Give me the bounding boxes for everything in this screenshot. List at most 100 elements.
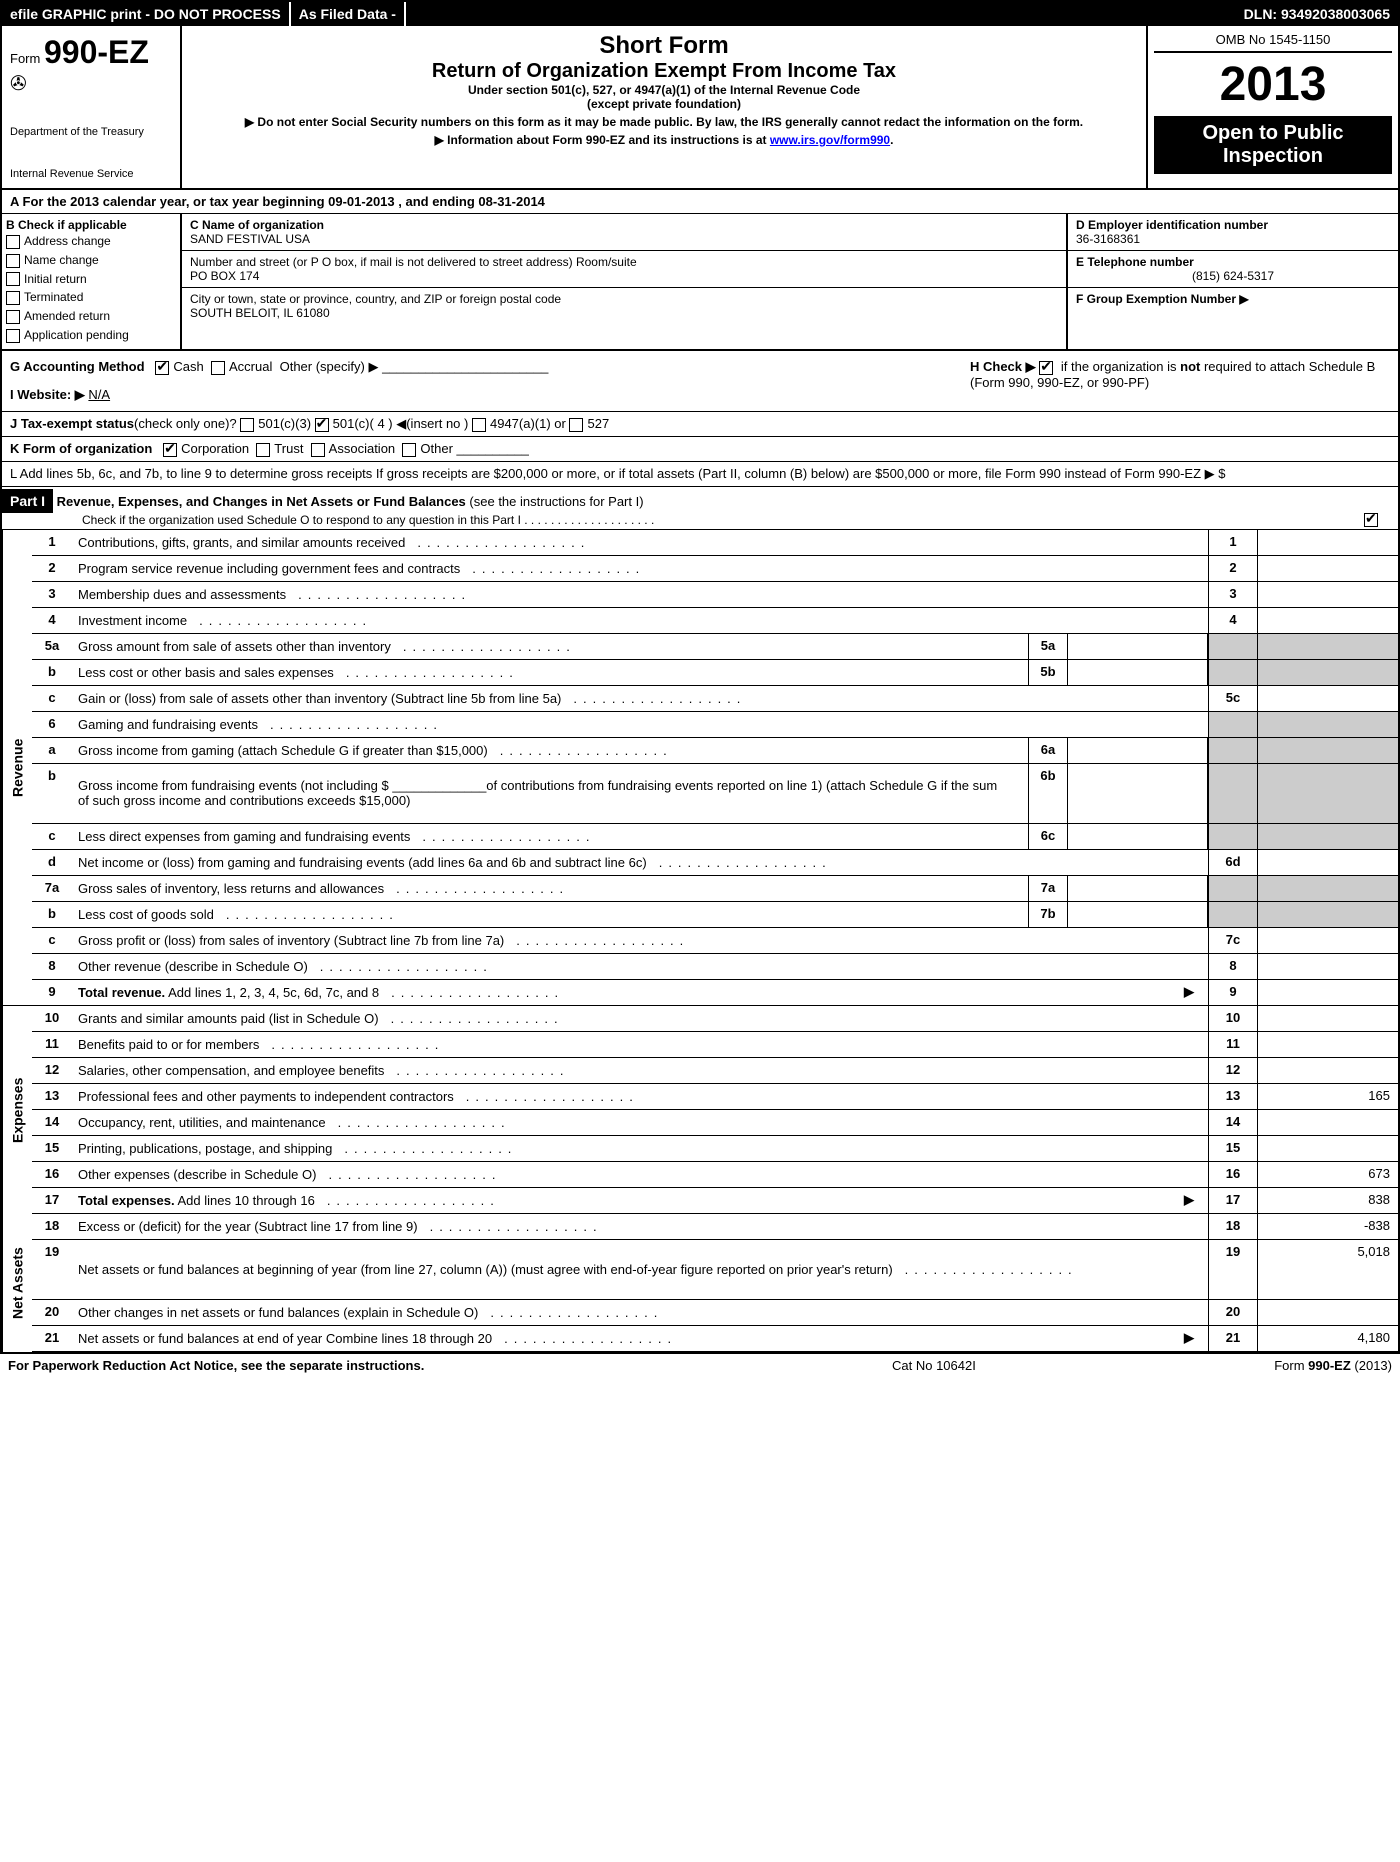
line-description: Program service revenue including govern… (72, 556, 1208, 581)
result-line-value (1258, 850, 1398, 875)
part1-header: Part I Revenue, Expenses, and Changes in… (2, 487, 1398, 530)
sub-line-number: 6c (1028, 824, 1068, 849)
table-row: 11Benefits paid to or for members.......… (32, 1032, 1398, 1058)
line-description: Net income or (loss) from gaming and fun… (72, 850, 1208, 875)
line-number: 3 (32, 582, 72, 607)
line-description: Less direct expenses from gaming and fun… (72, 824, 1028, 849)
table-row: 13Professional fees and other payments t… (32, 1084, 1398, 1110)
b-label: B Check if applicable (6, 218, 176, 232)
checkbox-icon[interactable] (6, 235, 20, 249)
checkbox-schedule-b-icon[interactable] (1039, 361, 1053, 375)
line-description: Net assets or fund balances at end of ye… (72, 1326, 1208, 1351)
checkbox-icon[interactable] (6, 310, 20, 324)
table-row: 9Total revenue. Add lines 1, 2, 3, 4, 5c… (32, 980, 1398, 1006)
sub-line-number: 5b (1028, 660, 1068, 685)
info-link-row: ▶ Information about Form 990-EZ and its … (194, 133, 1134, 147)
row-a-tax-year: A For the 2013 calendar year, or tax yea… (2, 190, 1398, 214)
line-number: b (32, 764, 72, 823)
line-number: 8 (32, 954, 72, 979)
line-description: Gross profit or (loss) from sales of inv… (72, 928, 1208, 953)
checkbox-icon[interactable] (6, 291, 20, 305)
table-row: 18Excess or (deficit) for the year (Subt… (32, 1214, 1398, 1240)
line-number: c (32, 686, 72, 711)
header-title: Short Form Return of Organization Exempt… (182, 26, 1148, 188)
checkbox-icon[interactable] (402, 443, 416, 457)
cb-name: Name change (6, 251, 176, 270)
line-description: Benefits paid to or for members.........… (72, 1032, 1208, 1057)
table-row: 8Other revenue (describe in Schedule O).… (32, 954, 1398, 980)
table-row: 3Membership dues and assessments........… (32, 582, 1398, 608)
checkbox-icon[interactable] (240, 418, 254, 432)
line-description: Less cost of goods sold.................… (72, 902, 1028, 927)
return-title: Return of Organization Exempt From Incom… (194, 60, 1134, 83)
irs-link[interactable]: www.irs.gov/form990 (770, 133, 890, 147)
address: PO BOX 174 (190, 269, 1058, 283)
checkbox-icon[interactable] (6, 254, 20, 268)
table-row: aGross income from gaming (attach Schedu… (32, 738, 1398, 764)
checkbox-icon[interactable] (6, 272, 20, 286)
result-line-value: -838 (1258, 1214, 1398, 1239)
line-description: Investment income.................. (72, 608, 1208, 633)
tax-year: 2013 (1154, 57, 1392, 112)
table-row: cGross profit or (loss) from sales of in… (32, 928, 1398, 954)
cb-initial: Initial return (6, 270, 176, 289)
as-filed: As Filed Data - (291, 2, 406, 26)
h-schedule-b: H Check ▶ if the organization is not req… (970, 359, 1390, 403)
result-line-value (1258, 1136, 1398, 1161)
line-description: Professional fees and other payments to … (72, 1084, 1208, 1109)
checkbox-schedule-o-icon[interactable] (1364, 513, 1378, 527)
dln: DLN: 93492038003065 (1236, 2, 1398, 26)
checkbox-icon[interactable] (315, 418, 329, 432)
result-line-number: 5c (1208, 686, 1258, 711)
result-line-number: 17 (1208, 1188, 1258, 1213)
line-number: 16 (32, 1162, 72, 1187)
table-row: 5aGross amount from sale of assets other… (32, 634, 1398, 660)
line-number: 15 (32, 1136, 72, 1161)
sub-line-number: 7b (1028, 902, 1068, 927)
revenue-rows: 1Contributions, gifts, grants, and simil… (32, 530, 1398, 1006)
arrow-icon: ▶ (1184, 1330, 1202, 1346)
line-description: Total revenue. Add lines 1, 2, 3, 4, 5c,… (72, 980, 1208, 1005)
line-description: Other expenses (describe in Schedule O).… (72, 1162, 1208, 1187)
gh-row: G Accounting Method Cash Accrual Other (… (2, 351, 1398, 412)
cell-city: City or town, state or province, country… (182, 288, 1066, 324)
table-row: cLess direct expenses from gaming and fu… (32, 824, 1398, 850)
checkbox-cash-icon[interactable] (155, 361, 169, 375)
result-line-number: 18 (1208, 1214, 1258, 1239)
table-row: 2Program service revenue including gover… (32, 556, 1398, 582)
result-line-value (1258, 1058, 1398, 1083)
form-ref: Form 990-EZ (2013) (1192, 1358, 1392, 1373)
result-line-value: 165 (1258, 1084, 1398, 1109)
arrow-icon: ▶ (1184, 984, 1202, 1000)
result-line-number: 9 (1208, 980, 1258, 1005)
ssn-warning: ▶ Do not enter Social Security numbers o… (194, 115, 1134, 129)
checkbox-icon[interactable] (6, 329, 20, 343)
checkbox-accrual-icon[interactable] (211, 361, 225, 375)
table-row: 1Contributions, gifts, grants, and simil… (32, 530, 1398, 556)
table-row: bLess cost or other basis and sales expe… (32, 660, 1398, 686)
checkbox-icon[interactable] (472, 418, 486, 432)
result-line-number: 20 (1208, 1300, 1258, 1325)
checkbox-icon[interactable] (163, 443, 177, 457)
result-line-number: 15 (1208, 1136, 1258, 1161)
line-number: d (32, 850, 72, 875)
line-number: 19 (32, 1240, 72, 1299)
checkbox-icon[interactable] (569, 418, 583, 432)
table-row: 4Investment income..................4 (32, 608, 1398, 634)
sub-line-number: 6a (1028, 738, 1068, 763)
checkbox-icon[interactable] (311, 443, 325, 457)
line-number: 5a (32, 634, 72, 659)
checkboxes-column: B Check if applicable Address change Nam… (2, 214, 182, 349)
result-line-number: 1 (1208, 530, 1258, 555)
irs: Internal Revenue Service (10, 168, 172, 180)
j-tax-exempt: J Tax-exempt status(check only one)? 501… (2, 412, 1398, 437)
paperwork-notice: For Paperwork Reduction Act Notice, see … (8, 1358, 892, 1373)
phone: (815) 624-5317 (1076, 269, 1390, 283)
result-line-value: 4,180 (1258, 1326, 1398, 1351)
table-row: 17Total expenses. Add lines 10 through 1… (32, 1188, 1398, 1214)
line-number: c (32, 928, 72, 953)
line-number: 4 (32, 608, 72, 633)
result-line-number: 10 (1208, 1006, 1258, 1031)
sub-line-value (1068, 634, 1208, 659)
checkbox-icon[interactable] (256, 443, 270, 457)
